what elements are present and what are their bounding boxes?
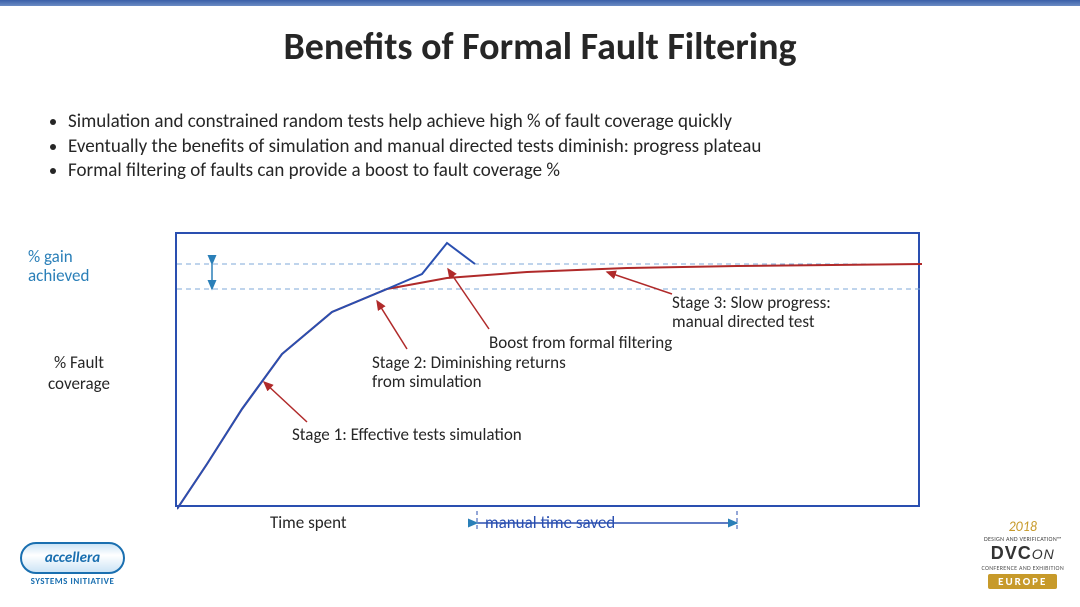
coverage-chart: % gain achieved % Fault coverage Stage 1… (100, 232, 920, 524)
bullet-item: Simulation and constrained random tests … (68, 110, 1020, 135)
y-axis-label: % Fault coverage (48, 352, 110, 394)
accellera-sub: SYSTEMS INITIATIVE (31, 576, 115, 587)
dvcon-year: 2018 (1009, 518, 1037, 535)
annotation-stage3: Stage 3: Slow progress: manual directed … (672, 294, 831, 331)
annotation-boost: Boost from formal filtering (489, 334, 672, 353)
annotation-stage1: Stage 1: Effective tests simulation (292, 426, 522, 445)
dvcon-logo: 2018 DESIGN AND VERIFICATION™ DVCON CONF… (982, 518, 1064, 589)
plot-area: Stage 1: Effective tests simulation Stag… (175, 232, 920, 507)
x-axis-label: Time spent (270, 512, 347, 533)
gain-achieved-label: % gain achieved (28, 248, 89, 285)
accellera-badge: accellera (20, 542, 125, 574)
manual-time-saved-label: manual time saved (485, 512, 615, 533)
accellera-logo: accellera SYSTEMS INITIATIVE (20, 542, 125, 587)
bullet-list: Simulation and constrained random tests … (46, 110, 1020, 184)
annotation-stage2: Stage 2: Diminishing returns from simula… (372, 354, 566, 391)
dvcon-europe-badge: EUROPE (988, 574, 1057, 589)
dvcon-main: DVCON (991, 543, 1055, 564)
dvcon-sub: CONFERENCE AND EXHIBITION (982, 564, 1064, 572)
bullet-item: Eventually the benefits of simulation an… (68, 135, 1020, 160)
bullet-item: Formal filtering of faults can provide a… (68, 159, 1020, 184)
slide-title: Benefits of Formal Fault Filtering (0, 24, 1080, 70)
dvcon-tag: DESIGN AND VERIFICATION™ (984, 535, 1062, 543)
top-accent-bar (0, 0, 1080, 6)
